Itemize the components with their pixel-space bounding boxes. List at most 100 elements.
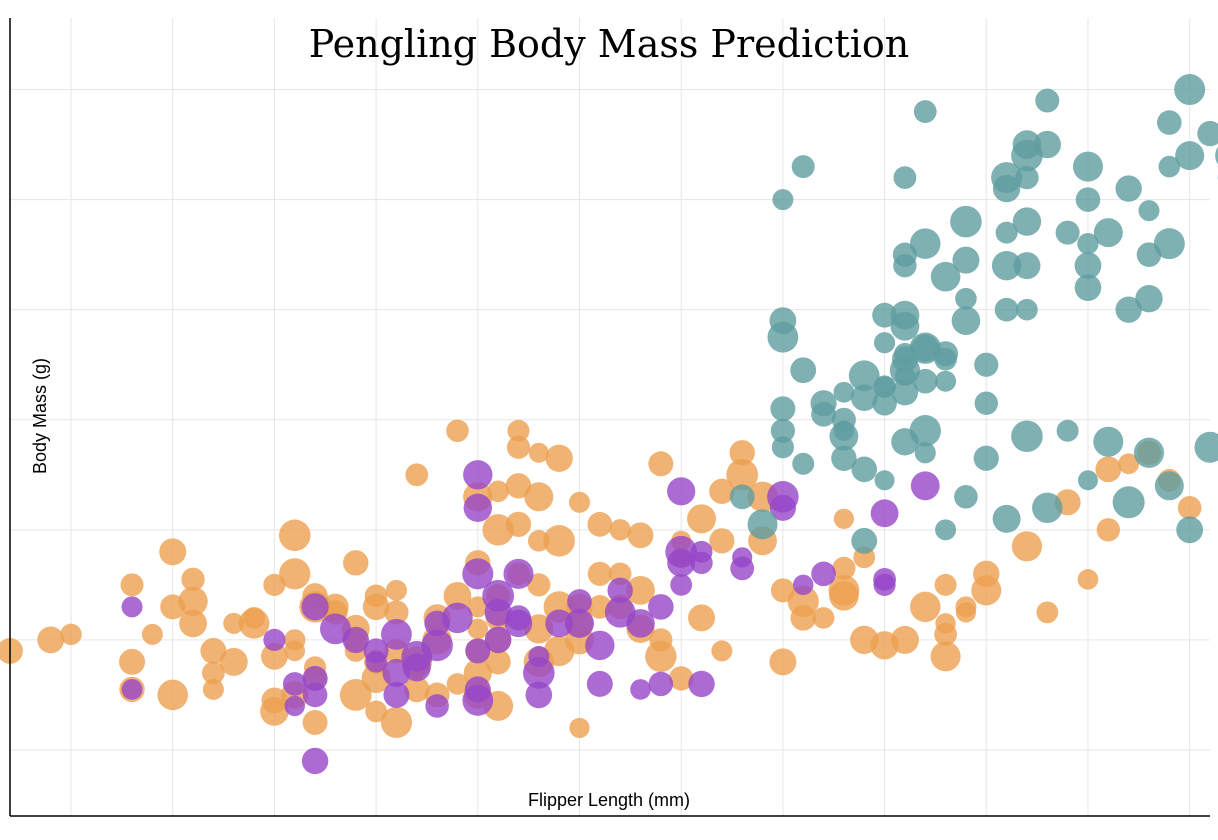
data-point (0, 638, 23, 664)
data-point (772, 189, 794, 211)
data-point (833, 381, 855, 403)
data-point (627, 522, 654, 549)
data-point (545, 444, 573, 472)
data-point (626, 575, 655, 605)
data-point (890, 625, 919, 654)
data-point (872, 302, 897, 328)
data-point (301, 747, 329, 775)
data-point (278, 519, 311, 552)
data-point (874, 470, 895, 491)
data-point (1035, 88, 1060, 113)
data-point (1133, 437, 1165, 468)
data-point (467, 618, 489, 640)
data-point (1074, 252, 1102, 280)
data-point (771, 436, 794, 459)
data-point (711, 640, 733, 662)
data-point (1174, 74, 1206, 106)
data-point (1112, 486, 1145, 519)
data-point (1013, 252, 1041, 280)
data-point (729, 484, 755, 510)
data-point (648, 451, 674, 477)
data-point (405, 463, 429, 487)
data-point (543, 525, 575, 557)
data-point (769, 494, 796, 521)
data-point (442, 602, 473, 634)
data-point (726, 458, 759, 491)
data-point (690, 551, 713, 575)
data-point (159, 538, 187, 566)
data-point (524, 482, 554, 512)
data-point (891, 428, 919, 456)
data-point (1157, 110, 1182, 135)
data-point (833, 508, 854, 529)
data-point (421, 629, 453, 662)
data-point (769, 307, 797, 335)
data-point (1095, 456, 1122, 483)
data-point (828, 574, 860, 606)
data-point (874, 376, 895, 397)
data-point (910, 471, 940, 501)
data-point (223, 612, 245, 634)
data-point (850, 384, 878, 412)
data-point (506, 435, 531, 459)
data-point (930, 261, 961, 292)
data-point (119, 648, 146, 675)
data-point (200, 637, 227, 664)
data-point (1055, 220, 1080, 245)
data-point (507, 419, 530, 442)
data-point (284, 695, 305, 717)
data-point (729, 440, 755, 466)
data-point (503, 558, 534, 589)
data-point (1135, 284, 1163, 313)
data-point (527, 573, 551, 597)
data-point (121, 679, 143, 700)
data-point (992, 504, 1021, 533)
data-point (971, 575, 1002, 606)
data-point (1175, 141, 1205, 171)
data-point (909, 332, 941, 364)
data-point (810, 390, 837, 417)
data-point (1153, 228, 1185, 260)
data-point (1056, 419, 1079, 442)
data-point (585, 630, 615, 661)
data-point (891, 379, 919, 406)
data-point (485, 649, 511, 675)
data-point (201, 661, 225, 685)
data-point (668, 666, 694, 691)
data-point (365, 700, 388, 723)
chart-title: Pengling Body Mass Prediction (309, 22, 909, 66)
axes (9, 18, 1210, 817)
data-point (381, 618, 412, 650)
data-point (463, 460, 493, 490)
data-point (954, 485, 978, 509)
data-point (851, 456, 878, 483)
data-point (1077, 470, 1098, 491)
data-point (260, 697, 289, 726)
data-point (935, 613, 956, 634)
data-point (770, 396, 796, 422)
data-point (914, 442, 936, 464)
data-point (446, 419, 469, 443)
data-point (362, 593, 390, 621)
data-point (951, 306, 981, 335)
data-point (1197, 120, 1218, 147)
data-point (284, 629, 306, 651)
data-point (792, 452, 815, 475)
data-point (935, 519, 957, 541)
data-point (1093, 218, 1123, 248)
data-points (0, 74, 1218, 775)
data-point (913, 100, 937, 123)
data-point (1036, 601, 1059, 624)
data-point (462, 558, 494, 590)
data-point (343, 550, 369, 576)
data-point (1015, 165, 1039, 190)
data-point (523, 657, 555, 689)
data-point (1096, 518, 1121, 542)
data-point (505, 605, 532, 631)
data-point (769, 648, 797, 676)
data-point (973, 445, 999, 471)
data-point (607, 577, 633, 604)
data-point (157, 679, 189, 711)
data-point (263, 628, 286, 651)
